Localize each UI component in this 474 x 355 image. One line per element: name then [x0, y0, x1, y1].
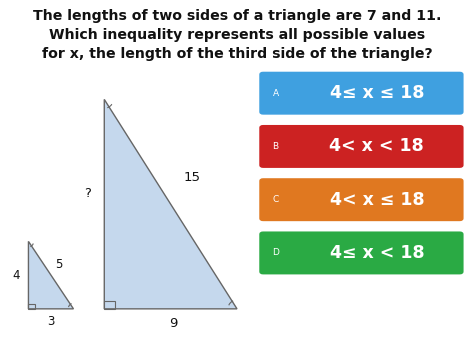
Text: 3: 3: [47, 315, 55, 328]
FancyBboxPatch shape: [259, 72, 464, 115]
Text: B: B: [273, 142, 279, 151]
Polygon shape: [28, 241, 73, 309]
Text: The lengths of two sides of a triangle are 7 and 11.
Which inequality represents: The lengths of two sides of a triangle a…: [33, 9, 441, 61]
FancyBboxPatch shape: [259, 178, 464, 221]
Polygon shape: [104, 99, 237, 309]
Text: 4≤ x < 18: 4≤ x < 18: [329, 244, 424, 262]
Text: 9: 9: [169, 317, 177, 329]
Text: 4< x < 18: 4< x < 18: [329, 137, 424, 155]
FancyBboxPatch shape: [259, 231, 464, 274]
Text: 4< x ≤ 18: 4< x ≤ 18: [329, 191, 424, 209]
Text: D: D: [273, 248, 280, 257]
Text: C: C: [273, 195, 279, 204]
Text: 5: 5: [55, 258, 63, 271]
Text: 4: 4: [13, 269, 20, 282]
Text: 15: 15: [183, 171, 201, 184]
Text: 4≤ x ≤ 18: 4≤ x ≤ 18: [329, 84, 424, 102]
FancyBboxPatch shape: [259, 125, 464, 168]
Text: A: A: [273, 89, 279, 98]
Text: ?: ?: [84, 187, 91, 200]
